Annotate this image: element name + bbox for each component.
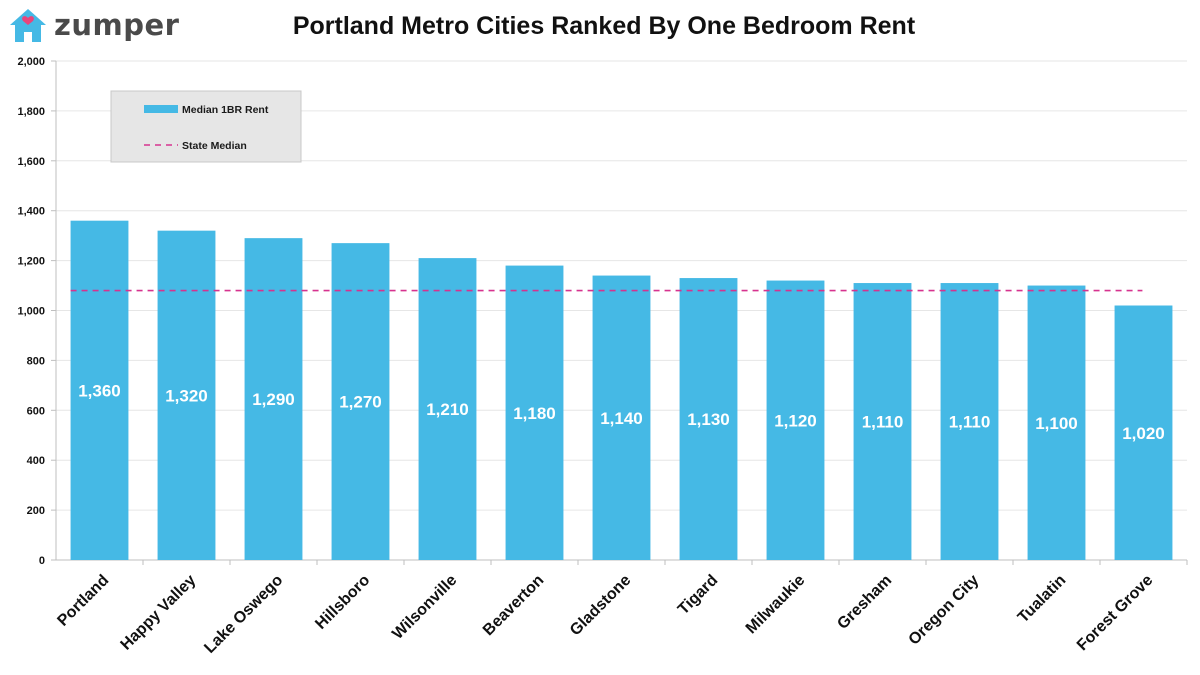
category-label: Gresham xyxy=(834,572,895,633)
y-tick-label: 0 xyxy=(39,555,45,567)
legend-label-bars: Median 1BR Rent xyxy=(182,104,269,116)
category-label: Beaverton xyxy=(480,572,547,639)
house-icon xyxy=(10,9,46,42)
legend: Median 1BR Rent State Median xyxy=(110,90,302,163)
heart-icon xyxy=(22,16,34,25)
bar xyxy=(1114,305,1173,560)
bar xyxy=(331,243,390,560)
category-label: Forest Grove xyxy=(1074,572,1157,655)
y-tick-label: 800 xyxy=(27,355,45,367)
data-label: 1,140 xyxy=(600,409,643,428)
bar xyxy=(157,230,216,560)
y-tick-label: 1,200 xyxy=(17,256,45,268)
bar xyxy=(1027,285,1086,560)
y-tick-label: 1,800 xyxy=(17,106,45,118)
data-label: 1,020 xyxy=(1122,424,1165,443)
y-tick-label: 1,000 xyxy=(17,306,45,318)
category-label: Happy Valley xyxy=(118,572,200,654)
legend-swatch-bar xyxy=(144,105,178,113)
y-tick-label: 400 xyxy=(27,455,45,467)
legend-box xyxy=(110,90,302,163)
bar xyxy=(940,283,999,560)
category-label: Portland xyxy=(54,572,112,630)
bar xyxy=(505,265,564,560)
bar xyxy=(244,238,303,560)
bar xyxy=(70,220,129,560)
category-label: Milwaukie xyxy=(743,572,809,638)
bar xyxy=(592,275,651,560)
data-label: 1,100 xyxy=(1035,414,1078,433)
y-tick-label: 1,400 xyxy=(17,206,45,218)
bar xyxy=(418,258,477,560)
legend-label-state-median: State Median xyxy=(182,140,247,152)
data-label: 1,320 xyxy=(165,386,208,405)
bar xyxy=(679,278,738,560)
category-label: Lake Oswego xyxy=(201,572,286,657)
chart-title: Portland Metro Cities Ranked By One Bedr… xyxy=(292,12,916,40)
y-tick-label: 600 xyxy=(27,405,45,417)
data-label: 1,210 xyxy=(426,400,469,419)
category-label: Hillsboro xyxy=(312,572,373,633)
bar xyxy=(766,280,825,560)
brand-name: zumper xyxy=(54,8,180,42)
data-label: 1,180 xyxy=(513,404,556,423)
bar xyxy=(853,283,912,560)
category-label: Gladstone xyxy=(567,572,634,639)
data-label: 1,110 xyxy=(949,413,991,432)
data-label: 1,110 xyxy=(862,413,904,432)
category-label: Tigard xyxy=(675,572,721,618)
category-label: Tualatin xyxy=(1015,572,1070,627)
y-tick-label: 200 xyxy=(27,505,45,517)
data-label: 1,270 xyxy=(339,393,382,412)
data-label: 1,120 xyxy=(774,411,817,430)
category-label: Oregon City xyxy=(906,572,983,649)
data-label: 1,290 xyxy=(252,390,295,409)
data-label: 1,130 xyxy=(687,410,730,429)
y-tick-label: 2,000 xyxy=(17,56,45,68)
category-label: Wilsonville xyxy=(389,572,460,643)
y-tick-label: 1,600 xyxy=(17,156,45,168)
zumper-logo: zumper xyxy=(8,6,179,44)
data-label: 1,360 xyxy=(78,381,121,400)
